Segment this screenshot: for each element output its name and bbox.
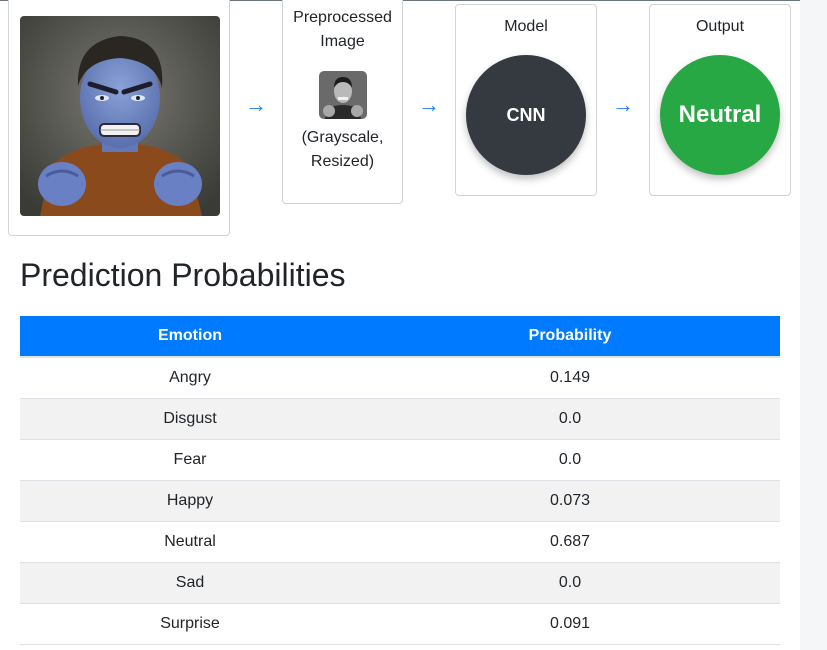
probability-cell: 0.073 bbox=[360, 480, 780, 522]
model-circle: CNN bbox=[466, 55, 586, 175]
model-label: CNN bbox=[506, 104, 546, 125]
table-row: Surprise 0.091 bbox=[20, 603, 780, 645]
emotion-cell: Angry bbox=[20, 357, 360, 399]
emotion-cell: Fear bbox=[20, 439, 360, 481]
table-row: Disgust 0.0 bbox=[20, 398, 780, 440]
table-row: Fear 0.0 bbox=[20, 439, 780, 481]
emotion-cell: Surprise bbox=[20, 603, 360, 645]
table-row: Sad 0.0 bbox=[20, 562, 780, 604]
output-label: Neutral bbox=[678, 101, 762, 128]
emotion-cell: Neutral bbox=[20, 521, 360, 563]
table-row: Happy 0.073 bbox=[20, 480, 780, 522]
input-image-card bbox=[8, 0, 230, 236]
probability-cell: 0.149 bbox=[360, 357, 780, 399]
column-header-probability: Probability bbox=[360, 316, 780, 358]
right-gutter bbox=[800, 0, 827, 650]
probability-cell: 0.0 bbox=[360, 562, 780, 604]
preprocessed-note: (Grayscale, Resized) bbox=[301, 129, 384, 170]
arrow-right-icon: → bbox=[245, 92, 267, 117]
column-header-emotion: Emotion bbox=[20, 316, 360, 358]
emotion-cell: Disgust bbox=[20, 398, 360, 440]
probability-cell: 0.687 bbox=[360, 521, 780, 563]
output-title: Output bbox=[695, 18, 745, 35]
probability-cell: 0.0 bbox=[360, 439, 780, 481]
angry-man-photo bbox=[20, 16, 220, 216]
probability-cell: 0.0 bbox=[360, 398, 780, 440]
preprocessed-title: Preprocessed Image bbox=[293, 9, 392, 50]
model-card: Model CNN bbox=[455, 4, 597, 196]
output-card: Output Neutral bbox=[649, 4, 791, 196]
output-circle: Neutral bbox=[660, 55, 780, 175]
probability-cell: 0.091 bbox=[360, 603, 780, 645]
input-face-image bbox=[20, 16, 220, 216]
table-row: Neutral 0.687 bbox=[20, 521, 780, 563]
page: → Preprocessed Image (Grayscale, Resized… bbox=[0, 0, 800, 645]
preprocessed-card: Preprocessed Image (Grayscale, Resized) bbox=[282, 0, 403, 204]
table-row: Angry 0.149 bbox=[20, 357, 780, 399]
model-title: Model bbox=[504, 18, 548, 35]
grayscale-face-image bbox=[319, 71, 367, 119]
preprocessed-thumbnail bbox=[319, 71, 367, 119]
probability-table: Emotion Probability Angry 0.149 Disgust … bbox=[20, 316, 780, 645]
arrow-right-icon: → bbox=[612, 92, 634, 117]
emotion-cell: Sad bbox=[20, 562, 360, 604]
emotion-cell: Happy bbox=[20, 480, 360, 522]
section-title: Prediction Probabilities bbox=[20, 257, 346, 293]
arrow-right-icon: → bbox=[418, 92, 440, 117]
table-header-row: Emotion Probability bbox=[20, 316, 780, 358]
